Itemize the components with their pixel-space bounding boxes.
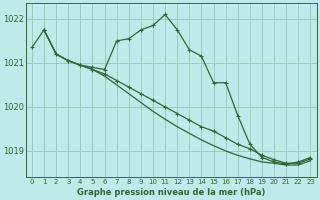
- X-axis label: Graphe pression niveau de la mer (hPa): Graphe pression niveau de la mer (hPa): [77, 188, 265, 197]
